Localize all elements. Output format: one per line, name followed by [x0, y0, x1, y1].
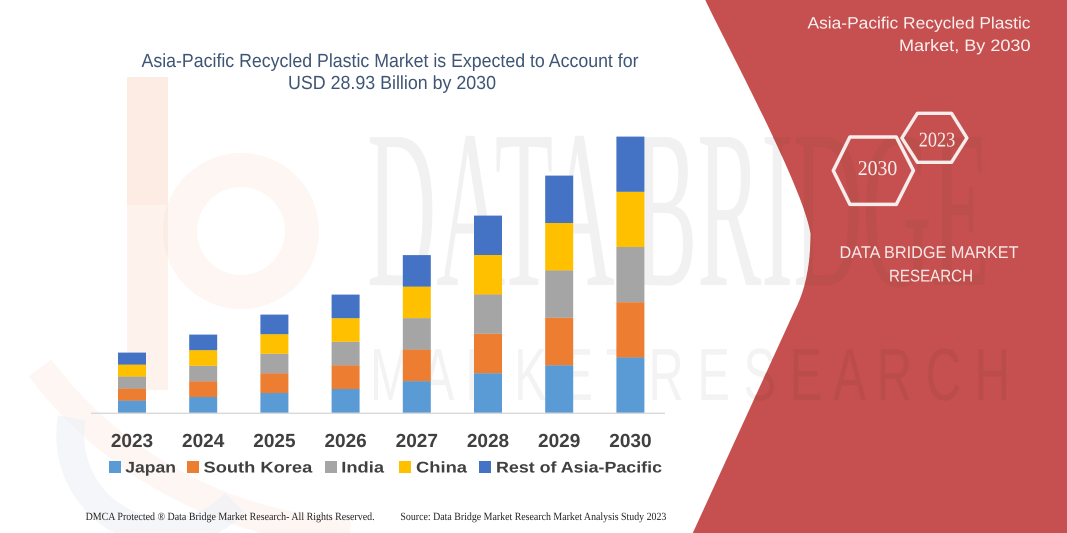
svg-text:Japan: Japan — [125, 459, 176, 476]
svg-text:Asia-Pacific Recycled Plastic: Asia-Pacific Recycled Plastic Market is … — [142, 51, 640, 72]
svg-text:Market, By 2030: Market, By 2030 — [899, 37, 1031, 55]
svg-text:Asia-Pacific Recycled Plastic: Asia-Pacific Recycled Plastic — [808, 15, 1031, 33]
svg-text:DATA BRIDGE MARKET: DATA BRIDGE MARKET — [840, 243, 1019, 262]
svg-text:RESEARCH: RESEARCH — [889, 267, 973, 286]
svg-text:2023: 2023 — [919, 128, 956, 152]
svg-text:2023: 2023 — [111, 431, 153, 452]
svg-text:2026: 2026 — [324, 431, 366, 452]
svg-text:2025: 2025 — [253, 431, 296, 452]
svg-text:USD 28.93 Billion by 2030: USD 28.93 Billion by 2030 — [288, 73, 496, 94]
svg-text:DMCA Protected ® Data Bridge M: DMCA Protected ® Data Bridge Market Rese… — [86, 511, 375, 523]
svg-text:2027: 2027 — [396, 431, 438, 452]
svg-text:2030: 2030 — [609, 431, 651, 452]
svg-text:South Korea: South Korea — [204, 459, 313, 476]
svg-text:2024: 2024 — [182, 431, 225, 452]
svg-text:Source: Data Bridge Market Res: Source: Data Bridge Market Research Mark… — [400, 511, 666, 523]
svg-text:2028: 2028 — [467, 431, 509, 452]
svg-text:India: India — [341, 459, 384, 476]
svg-text:Rest of Asia-Pacific: Rest of Asia-Pacific — [496, 459, 662, 476]
svg-text:China: China — [416, 459, 467, 476]
svg-text:2029: 2029 — [538, 431, 580, 452]
svg-text:2030: 2030 — [858, 156, 898, 180]
